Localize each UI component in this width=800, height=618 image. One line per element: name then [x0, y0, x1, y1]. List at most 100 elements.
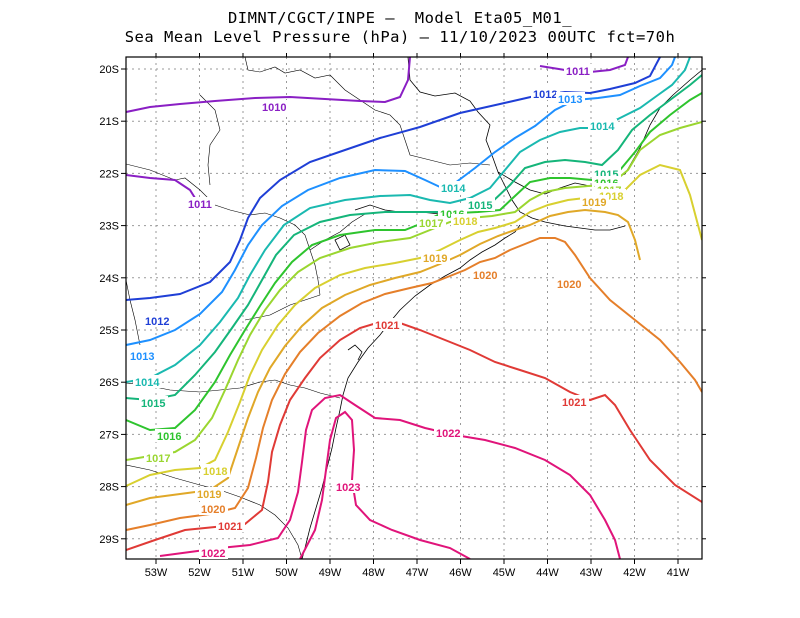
label-1013-b: 1013	[556, 92, 585, 106]
isobar-1018	[126, 163, 702, 487]
lon-label: 50W	[275, 567, 298, 579]
lat-label: 23S	[99, 221, 119, 233]
lat-label: 20S	[99, 64, 119, 76]
contour-label-1014-b: 1014	[441, 183, 466, 195]
label-1014-c: 1014	[588, 119, 617, 133]
lat-label: 26S	[99, 377, 119, 389]
contour-label-1010: 1010	[262, 102, 286, 114]
contour-label-1018-a: 1018	[203, 466, 227, 478]
contour-label-1016-a: 1016	[157, 431, 181, 443]
contour-label-1022-b: 1022	[436, 428, 460, 440]
label-1018-b: 1018	[451, 214, 480, 228]
lon-label: 45W	[493, 567, 516, 579]
lon-label: 46W	[449, 567, 472, 579]
contour-label-1014-c: 1014	[590, 121, 615, 133]
label-1016-a: 1016	[155, 429, 184, 443]
contour-label-1012-b: 1012	[533, 89, 557, 101]
label-1018-a: 1018	[201, 464, 230, 478]
contour-labels: 1010 1011 1011 1012 1012 1013 1013 1014 …	[128, 64, 626, 560]
lat-label: 24S	[99, 273, 119, 285]
label-1011-a: 1011	[186, 197, 215, 211]
contour-label-1020-b: 1020	[473, 270, 497, 282]
coastline	[301, 57, 702, 559]
contour-label-1019-b: 1019	[423, 253, 447, 265]
isobar-1011-west	[126, 174, 201, 207]
contour-label-1013-a: 1013	[130, 351, 154, 363]
label-1014-a: 1014	[133, 375, 162, 389]
isobar-1019	[126, 208, 641, 506]
lon-label: 43W	[580, 567, 603, 579]
label-1017-a: 1017	[144, 451, 173, 465]
isobar-1010	[126, 57, 411, 113]
label-1020-a: 1020	[199, 502, 228, 516]
lon-label: 51W	[232, 567, 255, 579]
label-1012-a: 1012	[143, 314, 172, 328]
label-1021-c: 1021	[560, 395, 589, 409]
contour-label-1011-b: 1011	[566, 66, 590, 78]
lon-label: 42W	[623, 567, 646, 579]
contour-label-1018-b: 1018	[453, 216, 477, 228]
contour-label-1012-a: 1012	[145, 316, 169, 328]
lon-label: 52W	[188, 567, 211, 579]
lat-label: 25S	[99, 325, 119, 337]
isobar-1011-east	[539, 57, 629, 74]
contour-label-1021-c: 1021	[562, 397, 586, 409]
contour-label-1011-a: 1011	[188, 199, 212, 211]
contour-label-1014-a: 1014	[135, 377, 160, 389]
label-1015-b: 1015	[466, 198, 495, 212]
state-borders	[126, 57, 491, 559]
label-1021-b: 1021	[373, 318, 402, 332]
label-1017-b: 1017	[417, 216, 446, 230]
label-1011-b: 1011	[564, 64, 593, 78]
longitude-labels: 53W 52W 51W 50W 49W 48W 47W 46W 45W 44W 43W 42W 41W	[145, 567, 690, 579]
contour-label-1021-a: 1021	[218, 521, 242, 533]
label-1022-b: 1022	[434, 426, 463, 440]
axis-ticks	[121, 53, 706, 564]
label-1019-c: 1019	[580, 195, 609, 209]
lon-label: 48W	[362, 567, 385, 579]
contour-label-1017-b: 1017	[419, 218, 443, 230]
label-1020-c: 1020	[555, 277, 584, 291]
latitude-labels: 20S 21S 22S 23S 24S 25S 26S 27S 28S 29S	[99, 64, 119, 546]
isobar-1013	[126, 57, 676, 346]
isobar-1022	[159, 393, 621, 559]
label-1021-a: 1021	[216, 519, 245, 533]
label-1023: 1023	[334, 480, 363, 494]
isobar-1012	[126, 57, 661, 301]
label-1022-a: 1022	[199, 546, 228, 560]
label-1015-a: 1015	[139, 396, 168, 410]
map-title-line-1: DIMNT/CGCT/INPE — Model Eta05_M01_	[227, 9, 573, 27]
label-1020-b: 1020	[471, 268, 500, 282]
lat-lon-grid	[126, 57, 702, 559]
lon-label: 49W	[319, 567, 342, 579]
lon-label: 44W	[536, 567, 559, 579]
lon-label: 47W	[406, 567, 429, 579]
label-1019-a: 1019	[195, 487, 224, 501]
contour-label-1023: 1023	[336, 482, 360, 494]
contour-label-1020-c: 1020	[557, 279, 581, 291]
label-1010: 1010	[260, 100, 289, 114]
isobars	[126, 57, 702, 559]
lon-label: 41W	[667, 567, 690, 579]
isobar-1023	[299, 410, 471, 559]
contour-label-1015-a: 1015	[141, 398, 165, 410]
lat-label: 27S	[99, 429, 119, 441]
isobar-1014	[126, 57, 691, 383]
lon-label: 53W	[145, 567, 168, 579]
map-title-line-2: Sea Mean Level Pressure (hPa) — 11/10/20…	[124, 28, 676, 46]
label-1019-b: 1019	[421, 251, 450, 265]
contour-label-1019-c: 1019	[582, 197, 606, 209]
contour-label-1017-a: 1017	[146, 453, 170, 465]
isobar-1016	[126, 92, 702, 432]
lat-label: 21S	[99, 116, 119, 128]
map-frame	[125, 56, 703, 560]
label-1013-a: 1013	[128, 349, 157, 363]
contour-label-1015-b: 1015	[468, 200, 492, 212]
lat-label: 29S	[99, 534, 119, 546]
lat-label: 22S	[99, 168, 119, 180]
label-1012-b: 1012	[531, 87, 560, 101]
contour-label-1013-b: 1013	[558, 94, 582, 106]
contour-label-1022-a: 1022	[201, 548, 225, 560]
isobar-1020	[126, 237, 702, 531]
